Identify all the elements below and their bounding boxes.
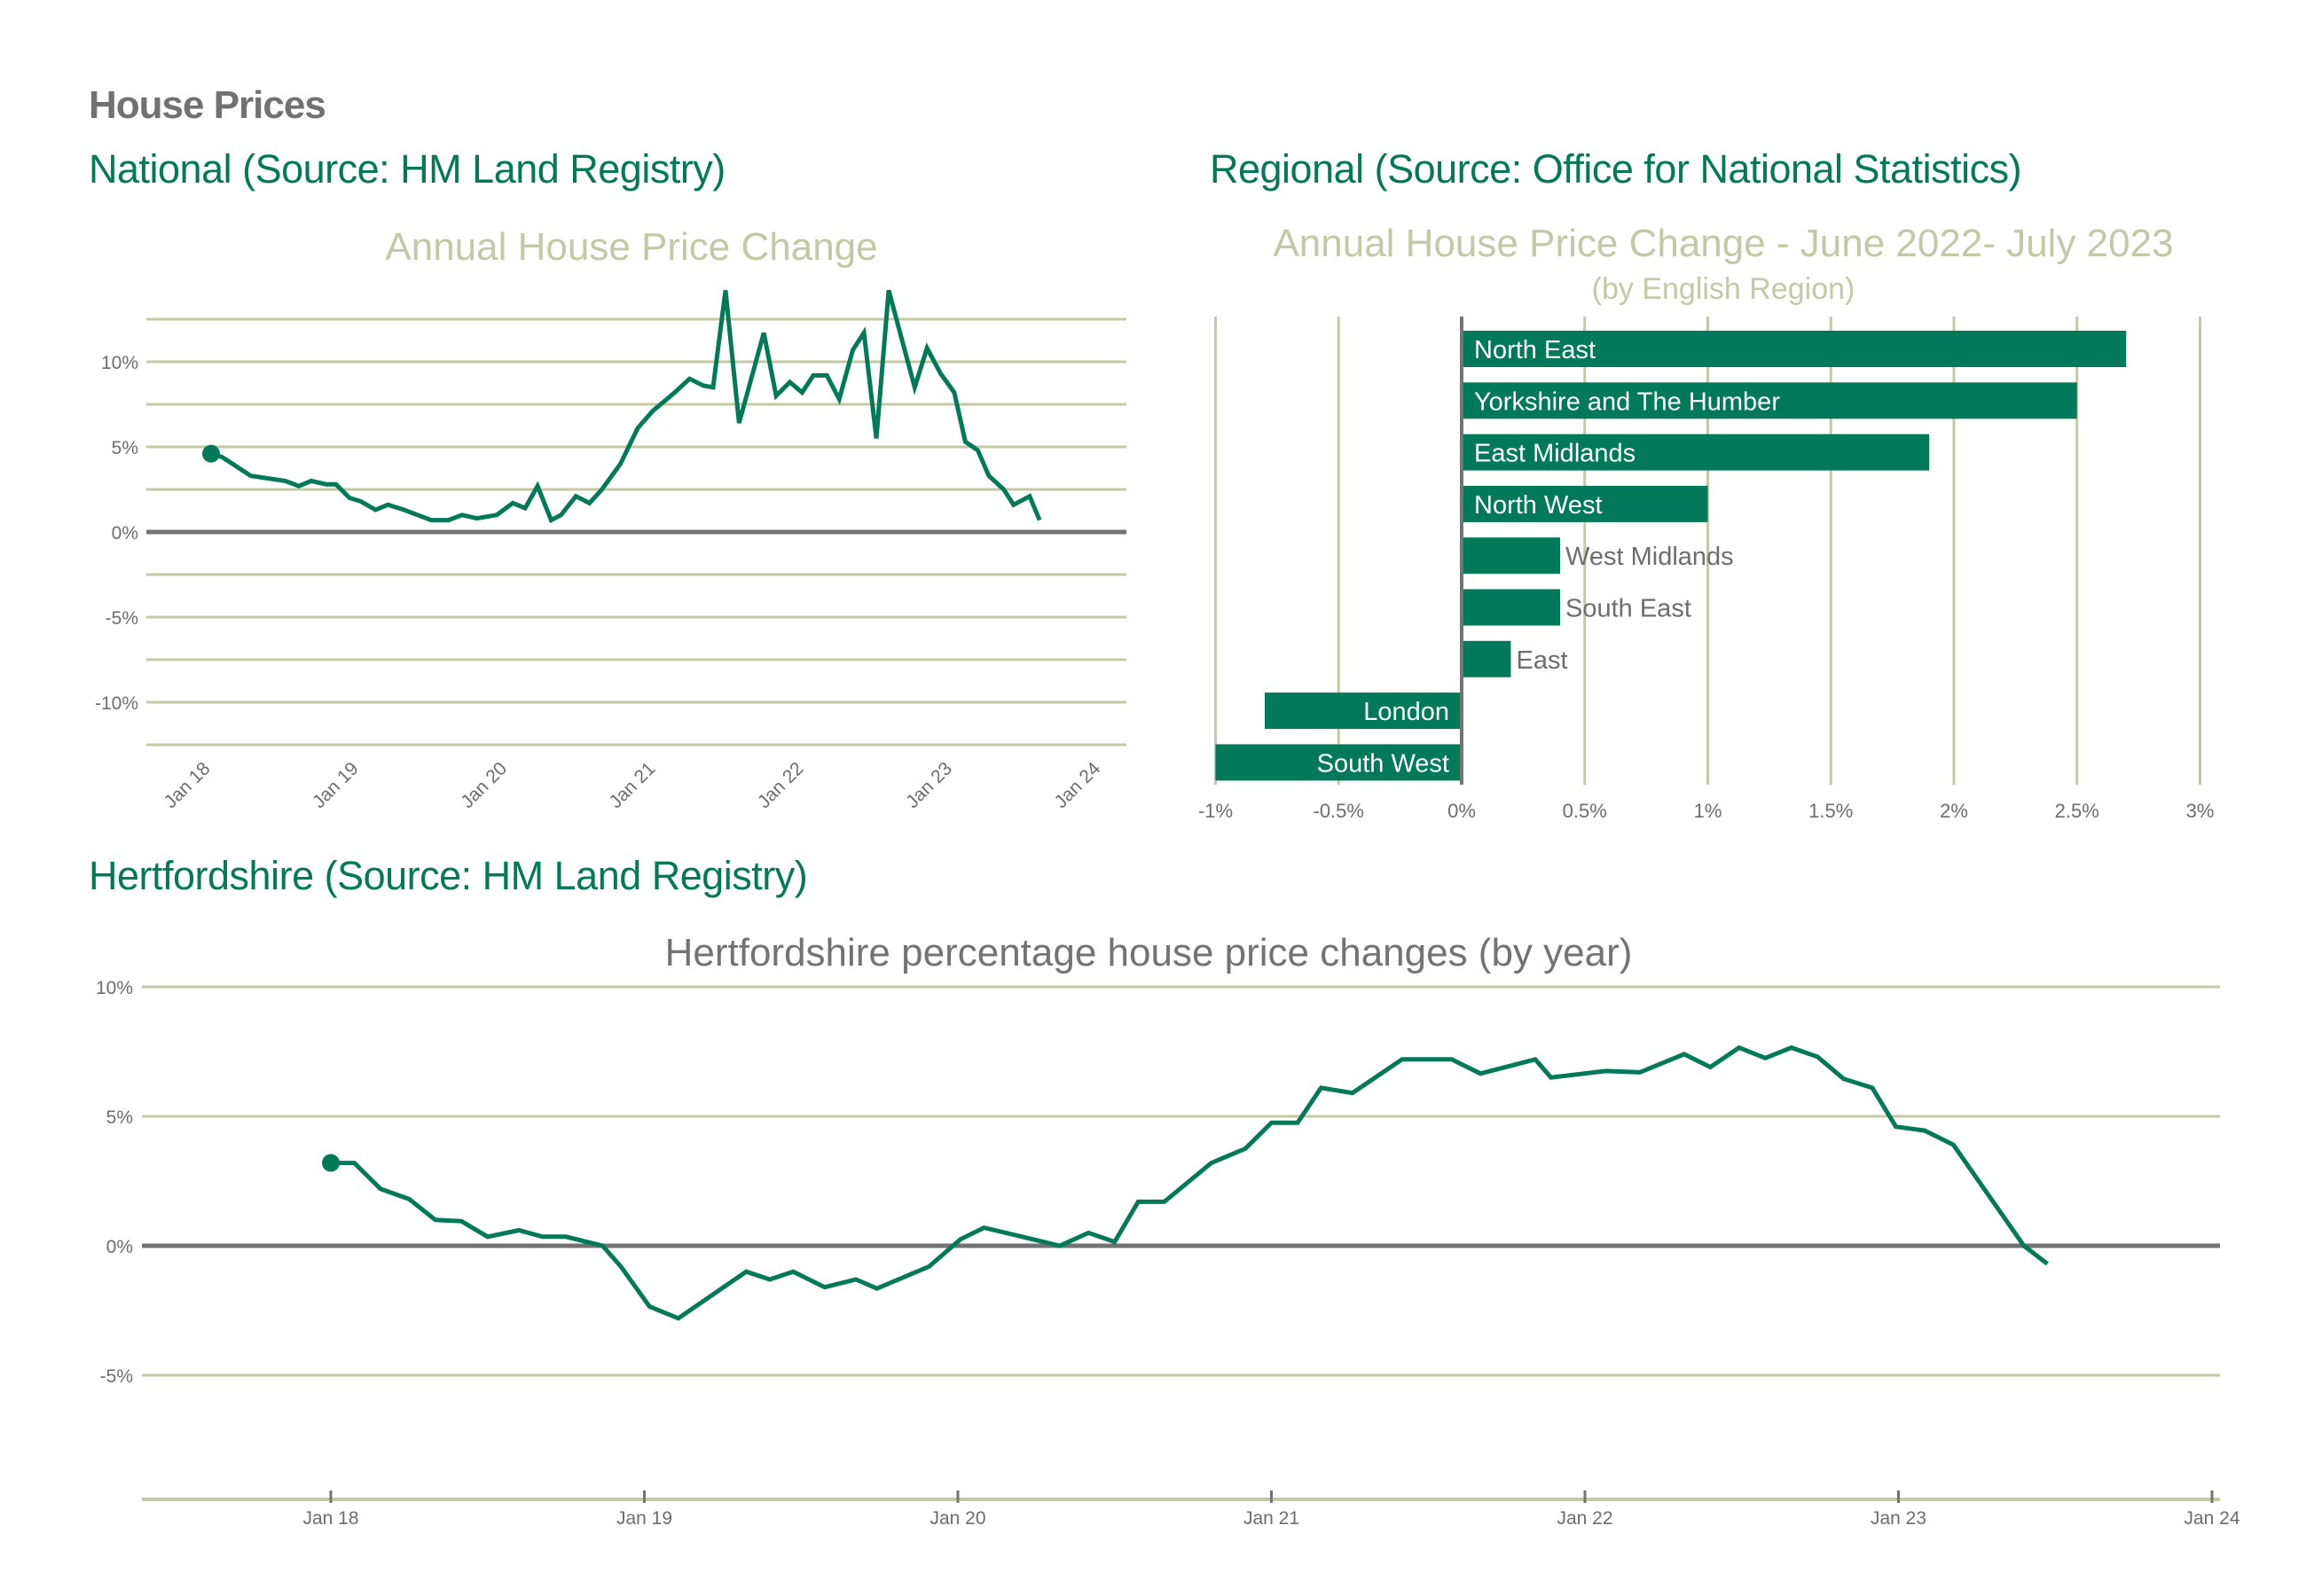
x-tick-label: Jan 20	[929, 1508, 985, 1529]
bar-south-west	[1215, 744, 1462, 781]
series-start-marker	[202, 444, 220, 463]
y-tick-label: 10%	[101, 353, 138, 373]
x-tick-label: Jan 23	[1871, 1508, 1926, 1529]
y-tick-label: 0%	[112, 523, 138, 544]
national-chart-group: 10% 5% 0% -5% -10% Jan 18 Jan 19 Jan 20 Jan 21 Ja…	[95, 289, 1126, 812]
regional-chart-title: Annual House Price Change - June 2022- J…	[1273, 222, 2174, 265]
bar-west-midlands	[1462, 537, 1560, 575]
y-tick-label: -5%	[100, 1366, 133, 1387]
bar-label: North East	[1474, 336, 1596, 364]
bar-east-midlands	[1462, 434, 1930, 471]
y-tick-label: 0%	[106, 1237, 133, 1257]
page-title: House Prices	[89, 83, 326, 127]
bar-north-west	[1462, 485, 1708, 522]
bar-yorkshire-and-the-humber	[1462, 382, 2077, 419]
regional-section-title: Regional (Source: Office for National St…	[1210, 146, 2022, 192]
x-tick-label: Jan 18	[302, 1508, 358, 1529]
bar-london	[1265, 692, 1462, 730]
x-tick-label: Jan 21	[1243, 1508, 1299, 1529]
bar-label: South East	[1565, 595, 1691, 623]
x-tick-label: 1.5%	[1808, 800, 1853, 822]
x-tick-label: 3%	[2186, 800, 2215, 822]
bar-north-east	[1462, 331, 2127, 367]
hertfordshire-section-title: Hertfordshire (Source: HM Land Registry)	[89, 853, 808, 898]
y-tick-label: -5%	[106, 608, 138, 629]
y-tick-label: -10%	[95, 693, 138, 714]
national-section-title: National (Source: HM Land Registry)	[89, 146, 726, 192]
bar-label: North West	[1474, 491, 1603, 520]
x-tick-label: 2%	[1940, 800, 1968, 822]
bar-label: West Midlands	[1565, 543, 1734, 571]
bar-label: East Midlands	[1474, 440, 1635, 468]
x-tick-label: -1%	[1198, 800, 1233, 822]
x-tick-label: Jan 19	[309, 758, 363, 812]
bar-east	[1462, 640, 1511, 677]
x-tick-label: Jan 22	[1557, 1508, 1612, 1529]
bar-label: London	[1363, 698, 1449, 726]
x-tick-label: Jan 24	[2184, 1508, 2239, 1529]
x-tick-label: 1%	[1694, 800, 1722, 822]
x-tick-label: Jan 19	[616, 1508, 672, 1529]
x-tick-label: Jan 24	[1050, 758, 1104, 812]
x-tick-label: 0%	[1447, 800, 1476, 822]
bar-south-east	[1462, 589, 1560, 626]
hertfordshire-series-line	[331, 1044, 2049, 1321]
national-series-line	[210, 289, 1042, 524]
y-tick-label: 10%	[96, 978, 133, 998]
regional-chart-subtitle: (by English Region)	[1591, 272, 1855, 306]
hertfordshire-chart-group: 10% 5% 0% -5% Jan 18 Jan 19 Jan 20 Jan 21 Jan 22…	[96, 978, 2240, 1529]
x-tick-label: -0.5%	[1314, 800, 1364, 822]
x-tick-label: 2.5%	[2055, 800, 2099, 822]
x-tick-label: Jan 18	[161, 758, 215, 812]
series-start-marker	[322, 1154, 340, 1172]
x-tick-label: Jan 21	[606, 758, 660, 812]
bar-label: East	[1517, 646, 1568, 675]
y-tick-label: 5%	[106, 1107, 133, 1128]
national-chart-title: Annual House Price Change	[385, 225, 878, 269]
x-tick-label: Jan 23	[902, 758, 956, 812]
x-tick-label: 0.5%	[1563, 800, 1607, 822]
regional-chart-group: -1% -0.5% 0% 0.5% 1% 1.5% 2% 2.5% 3% North East Yo…	[1198, 317, 2214, 822]
x-tick-label: Jan 20	[457, 758, 511, 812]
hertfordshire-chart-title: Hertfordshire percentage house price cha…	[664, 931, 1633, 974]
x-tick-label: Jan 22	[754, 758, 808, 812]
bar-label: Yorkshire and The Humber	[1474, 387, 1780, 416]
bar-label: South West	[1317, 749, 1449, 778]
y-tick-label: 5%	[112, 438, 138, 458]
